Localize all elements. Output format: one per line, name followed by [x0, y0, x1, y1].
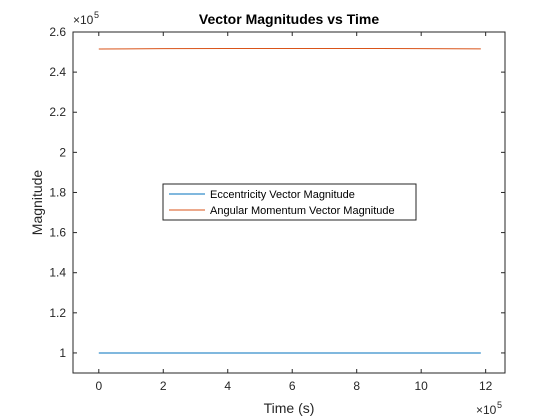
x-tick-label: 0: [95, 379, 102, 393]
x-axis-ticks: 0 2 4 6 8 10 12: [95, 32, 493, 393]
x-tick-label: 4: [224, 379, 231, 393]
y-axis-label: Magnitude: [29, 170, 45, 236]
x-tick-label: 2: [160, 379, 167, 393]
legend: Eccentricity Vector Magnitude Angular Mo…: [162, 183, 417, 221]
x-tick-label: 6: [289, 379, 296, 393]
legend-entry-eccentricity: Eccentricity Vector Magnitude: [210, 189, 355, 201]
y-exponent-power: 5: [94, 10, 99, 20]
y-tick-label: 1: [59, 346, 66, 360]
y-tick-label: 1.2: [49, 306, 66, 320]
x-axis-exponent: ×10 5: [476, 400, 502, 417]
x-axis-label: Time (s): [264, 400, 315, 416]
y-tick-label: 2.2: [49, 105, 66, 119]
y-tick-label: 1.6: [49, 226, 66, 240]
chart-title: Vector Magnitudes vs Time: [199, 11, 379, 27]
x-tick-label: 12: [479, 379, 493, 393]
y-axis-exponent: ×10 5: [73, 10, 99, 27]
legend-box: [162, 183, 417, 221]
y-tick-label: 1.8: [49, 185, 66, 199]
y-axis-ticks: 1 1.2 1.4 1.6 1.8 2 2.2 2.4 2.6: [49, 25, 505, 360]
y-tick-label: 2.6: [49, 25, 66, 39]
x-tick-label: 10: [414, 379, 428, 393]
legend-entry-angular-momentum: Angular Momentum Vector Magnitude: [210, 205, 395, 217]
series-layer: [98, 47, 481, 354]
x-exponent-power: 5: [497, 400, 502, 410]
y-tick-label: 1.4: [49, 266, 66, 280]
x-exponent-base: ×10: [476, 403, 497, 417]
x-tick-label: 8: [353, 379, 360, 393]
y-exponent-base: ×10: [73, 13, 94, 27]
y-tick-label: 2: [59, 145, 66, 159]
series-line-1: [98, 47, 481, 50]
y-tick-label: 2.4: [49, 65, 66, 79]
